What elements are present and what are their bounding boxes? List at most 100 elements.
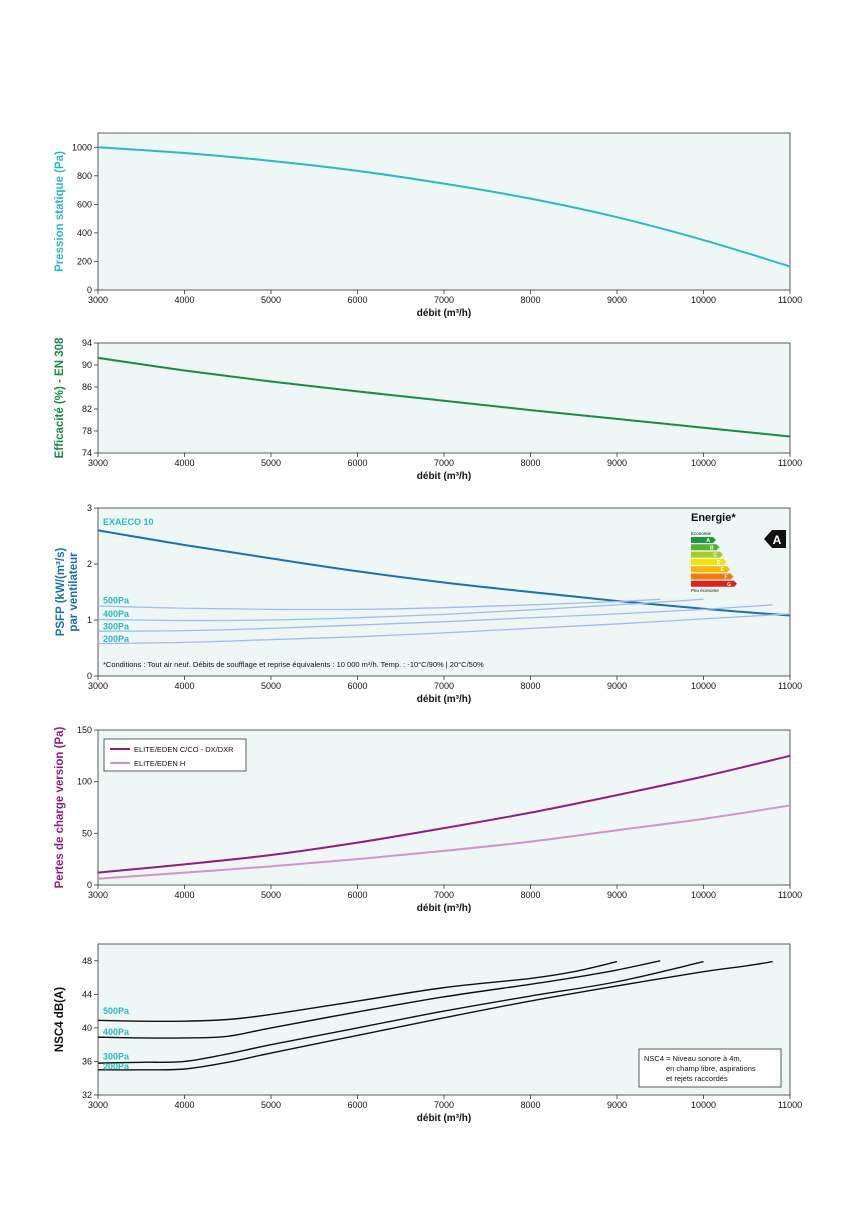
chart-panel-3: 3000 4000 5000 6000 7000 8000 9000 10000 11000 0 1… — [55, 503, 802, 705]
y-tick-label: 50 — [82, 828, 92, 838]
x-tick-label: 8000 — [520, 681, 540, 691]
series-line-1 — [97, 754, 791, 874]
y-axis-label: Efficacité (%) - EN 308 — [54, 337, 66, 458]
series-line-2 — [97, 804, 791, 880]
x-tick-label: 7000 — [434, 458, 454, 468]
conditions-footnote: *Conditions : Tout air neuf. Débits de s… — [103, 660, 484, 669]
note-line: et rejets raccordés — [666, 1074, 728, 1083]
series-line-1 — [97, 146, 791, 268]
y-tick-label: 2 — [87, 559, 92, 569]
nsc4-note: NSC4 = Niveau sonore à 4m,en champ libre… — [638, 1048, 782, 1088]
x-tick-label: 6000 — [347, 890, 367, 900]
y-axis-label: NSC4 dB(A) — [54, 987, 66, 1052]
legend-entry: ELITE/EDEN C/CO - DX/DXR — [134, 745, 234, 754]
y-tick-label: 82 — [82, 404, 92, 414]
curve-label: 200Pa — [103, 634, 130, 644]
x-tick-label: 6000 — [347, 458, 367, 468]
x-axis-label: débit (m³/h) — [417, 694, 471, 705]
energy-grade-label: G — [727, 582, 731, 588]
y-tick-label: 1000 — [72, 142, 92, 152]
x-axis-label: débit (m³/h) — [417, 308, 471, 319]
x-tick-label: 8000 — [520, 458, 540, 468]
y-tick-label: 74 — [82, 448, 92, 458]
x-tick-label: 8000 — [520, 295, 540, 305]
energy-grade-label: A — [706, 538, 710, 544]
x-tick-label: 6000 — [347, 1100, 367, 1110]
y-tick-label: 0 — [87, 285, 92, 295]
x-tick-label: 3000 — [88, 458, 108, 468]
y-tick-label: 150 — [77, 725, 92, 735]
x-tick-label: 9000 — [607, 295, 627, 305]
y-tick-label: 78 — [82, 426, 92, 436]
y-tick-label: 32 — [82, 1090, 92, 1100]
energy-grade-label: B — [710, 545, 714, 551]
energy-bar-G — [691, 580, 737, 587]
y-tick-label: 36 — [82, 1056, 92, 1066]
y-axis-label: PSFP (kW/(m³/s) — [55, 548, 67, 637]
note-line: NSC4 = Niveau sonore à 4m, — [644, 1054, 742, 1063]
series-line-3 — [97, 960, 704, 1064]
y-tick-label: 100 — [77, 777, 92, 787]
energy-bar-F — [691, 573, 734, 580]
series-line-1 — [97, 529, 791, 617]
energy-rating-arrow — [764, 530, 786, 548]
curve-label: 400Pa — [103, 609, 130, 619]
x-tick-label: 11000 — [778, 458, 802, 468]
x-tick-label: 4000 — [174, 295, 194, 305]
plot-area — [97, 507, 791, 677]
x-axis-label: débit (m³/h) — [417, 903, 471, 914]
x-tick-label: 3000 — [88, 681, 108, 691]
series-line-4 — [97, 960, 773, 1071]
x-tick-label: 4000 — [174, 458, 194, 468]
plot-area — [97, 132, 791, 291]
x-tick-label: 3000 — [88, 890, 108, 900]
x-tick-label: 5000 — [261, 681, 281, 691]
chart-panel-5: 3000 4000 5000 6000 7000 8000 9000 10000 11000 32… — [54, 943, 802, 1124]
x-tick-label: 5000 — [261, 890, 281, 900]
chart-panel-4: 3000 4000 5000 6000 7000 8000 9000 10000 11000 0 5… — [54, 725, 802, 914]
x-tick-label: 11000 — [778, 295, 802, 305]
x-tick-label: 7000 — [434, 890, 454, 900]
curve-label: 300Pa — [103, 1051, 130, 1061]
curve-label: 500Pa — [103, 595, 130, 605]
x-tick-label: 5000 — [261, 1100, 281, 1110]
y-tick-label: 44 — [82, 989, 92, 999]
y-tick-label: 3 — [87, 503, 92, 513]
y-tick-label: 800 — [77, 171, 92, 181]
x-tick-label: 5000 — [261, 295, 281, 305]
series-line-4 — [97, 604, 773, 632]
energy-bar-E — [691, 566, 730, 573]
y-tick-label: 86 — [82, 382, 92, 392]
y-tick-label: 48 — [82, 956, 92, 966]
series-line-2 — [97, 598, 661, 611]
x-tick-label: 6000 — [347, 681, 367, 691]
x-tick-label: 3000 — [88, 295, 108, 305]
energy-bar-B — [691, 544, 720, 551]
energy-bar-C — [691, 551, 723, 558]
energy-grade-label: E — [721, 567, 725, 573]
energy-bar-A — [691, 537, 716, 543]
x-tick-label: 10000 — [691, 890, 716, 900]
note-box — [638, 1048, 782, 1088]
x-axis-label: débit (m³/h) — [417, 1113, 471, 1124]
y-tick-label: 40 — [82, 1023, 92, 1033]
x-tick-label: 10000 — [691, 1100, 716, 1110]
curve-label: 400Pa — [103, 1027, 130, 1037]
series-line-2 — [97, 960, 661, 1039]
series-line-5 — [97, 613, 791, 645]
energy-bottom-text: Peu économe — [691, 588, 719, 593]
y-tick-label: 400 — [77, 228, 92, 238]
x-tick-label: 6000 — [347, 295, 367, 305]
energy-rating-letter: A — [773, 533, 782, 547]
y-axis-label: Pression statique (Pa) — [54, 151, 66, 272]
legend-entry: ELITE/EDEN H — [134, 759, 185, 768]
x-tick-label: 9000 — [607, 681, 627, 691]
legend-box — [103, 738, 247, 772]
legend: ELITE/EDEN C/CO - DX/DXR ELITE/EDEN H — [103, 738, 247, 772]
x-tick-label: 10000 — [691, 295, 716, 305]
x-tick-label: 4000 — [174, 681, 194, 691]
y-axis-label: Pertes de charge version (Pa) — [54, 726, 66, 888]
energy-top-text: Economie — [691, 531, 712, 536]
